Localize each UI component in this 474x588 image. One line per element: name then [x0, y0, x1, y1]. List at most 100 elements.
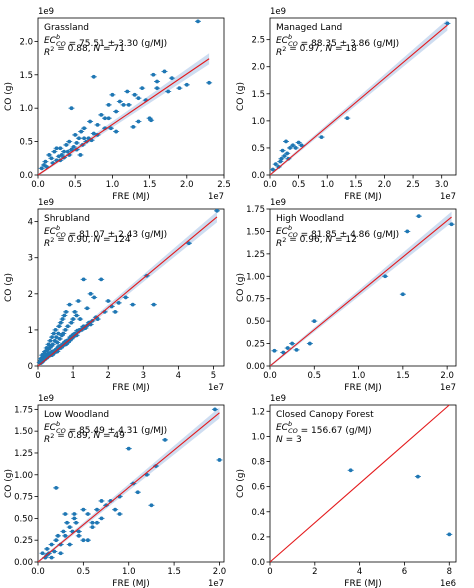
data-point [39, 166, 44, 171]
data-point [113, 507, 118, 512]
data-point [280, 148, 285, 153]
data-point [40, 551, 45, 556]
data-point [99, 516, 104, 521]
data-point [55, 340, 60, 345]
x-multiplier: 1e6 [440, 579, 456, 588]
y-tick-label: 1.50 [14, 427, 33, 437]
data-point [61, 331, 66, 336]
data-point [116, 300, 121, 305]
data-point [213, 407, 217, 412]
data-point [400, 292, 405, 297]
data-point [90, 520, 95, 525]
x-tick-label: 0.0 [263, 180, 277, 190]
y-tick-label: 0.50 [14, 514, 33, 524]
y-axis-label: CO (g) [4, 469, 14, 498]
data-point [136, 119, 141, 124]
y-tick-label: 2.0 [251, 63, 265, 73]
y-axis-label: CO (g) [236, 82, 246, 111]
data-point [149, 503, 154, 508]
data-point [155, 79, 159, 84]
data-point [86, 136, 91, 141]
data-point [50, 335, 54, 340]
x-tick-label: 1.5 [396, 371, 410, 381]
data-point [78, 317, 83, 321]
data-point [126, 102, 131, 107]
x-tick-label: 2.0 [180, 180, 194, 190]
data-point [54, 538, 59, 543]
y-tick-label: 3 [28, 254, 33, 264]
panel-title: Closed Canopy Forest [276, 410, 374, 420]
data-point [99, 499, 104, 503]
data-point [74, 141, 79, 145]
y-tick-label: 1.0 [251, 432, 265, 442]
x-tick-label: 0.5 [308, 371, 322, 381]
data-point [132, 92, 137, 97]
x-multiplier: 1e7 [208, 579, 224, 588]
axes-frame [269, 404, 457, 563]
x-tick-label: 0.5 [292, 180, 306, 190]
y-tick-label: 0.75 [14, 493, 33, 503]
data-point [59, 153, 64, 157]
data-point [106, 116, 111, 121]
data-point [162, 69, 167, 74]
data-point [114, 129, 119, 134]
y-tick-label: 0 [28, 362, 33, 372]
data-point [43, 159, 48, 164]
data-point [72, 516, 77, 521]
data-point [299, 143, 304, 148]
x-tick-label: 0.0 [31, 180, 45, 190]
x-tick-label: 2 [312, 567, 317, 577]
data-point [166, 89, 171, 94]
x-tick-label: 2.0 [213, 567, 227, 577]
data-point [272, 348, 277, 353]
panel-stat: ECb CO = 85.49 ± 4.31 (g/MJ) [44, 420, 167, 436]
data-point [67, 525, 72, 530]
data-point [170, 76, 174, 81]
data-point [285, 151, 290, 156]
y-tick-label: 1.5 [251, 90, 265, 100]
x-multiplier: 1e7 [440, 383, 456, 393]
x-tick-label: 2.5 [217, 180, 231, 190]
data-point [282, 154, 287, 158]
data-point [110, 92, 115, 97]
data-point [187, 241, 191, 246]
data-point [163, 437, 167, 442]
data-point [63, 328, 68, 332]
y-tick-label: 1.25 [246, 250, 265, 260]
x-tick-label: 1.0 [106, 180, 120, 190]
data-point [61, 529, 66, 534]
data-point [285, 346, 290, 350]
panel-stat: R2 = 0.89, N = 49 [44, 431, 125, 445]
data-point [106, 299, 111, 303]
panel-title: High Woodland [276, 214, 344, 224]
data-point [46, 342, 51, 347]
panel-title: Managed Land [276, 23, 342, 33]
data-point [177, 86, 182, 91]
data-point [69, 147, 74, 152]
data-point [155, 86, 159, 91]
data-point [79, 129, 84, 134]
data-point [125, 89, 130, 94]
x-tick-label: 0 [35, 371, 40, 381]
data-point [65, 520, 69, 525]
data-point [95, 520, 99, 525]
x-multiplier: 1e7 [208, 192, 224, 202]
x-tick-label: 0 [267, 567, 272, 577]
data-point [217, 458, 222, 462]
panel-stat: ECb CO = 156.67 (g/MJ) [276, 420, 372, 436]
data-point [151, 302, 156, 307]
data-point [99, 277, 104, 282]
data-point [75, 328, 80, 333]
data-point [76, 529, 81, 534]
x-tick-label: 1.5 [349, 180, 363, 190]
data-point [65, 324, 70, 329]
panel-closed-canopy-forest: 0 2 4 6 8 0.0 0.2 0.4 0.6 0.8 1.0 1.2 1e9 1e6 Closed C… [236, 394, 457, 588]
x-tick-label: 0.0 [263, 371, 277, 381]
data-point [136, 96, 141, 101]
data-point [52, 549, 57, 554]
data-point [319, 135, 324, 140]
x-multiplier: 1e7 [208, 383, 224, 393]
y-tick-label: 0.00 [246, 362, 265, 372]
x-tick-label: 5 [211, 371, 216, 381]
data-point [76, 533, 81, 538]
